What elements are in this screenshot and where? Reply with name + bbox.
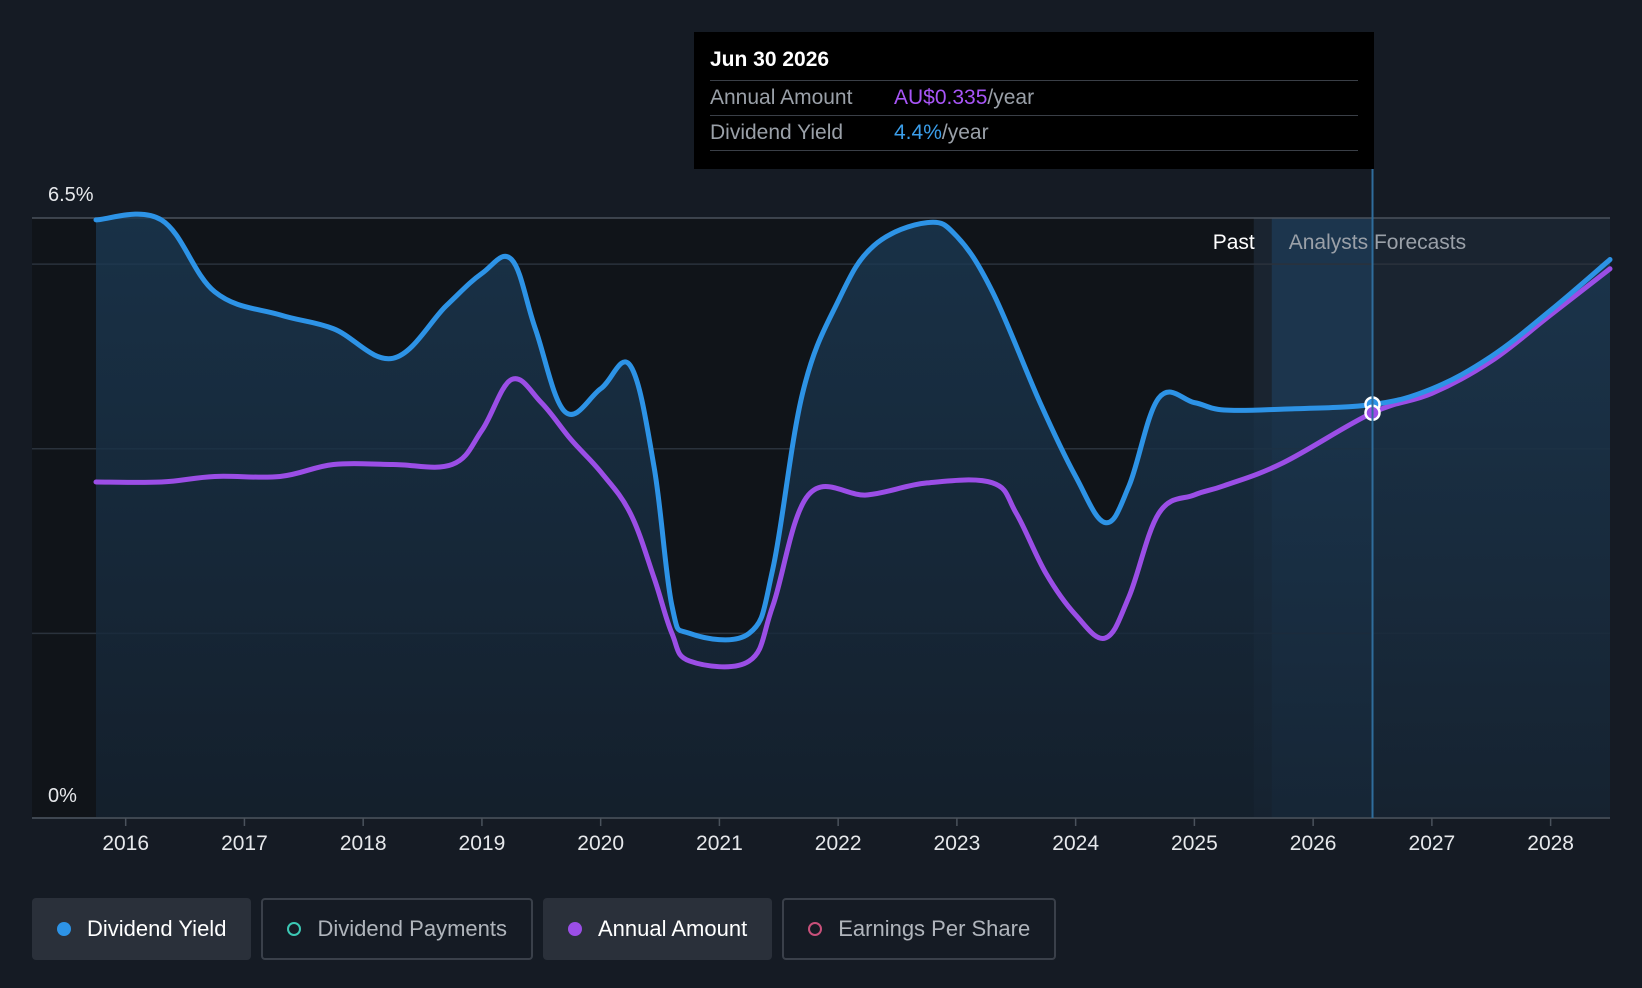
dividend-yield-line bbox=[93, 211, 1613, 643]
x-tick-label: 2028 bbox=[1527, 832, 1574, 855]
x-tick-label: 2017 bbox=[221, 832, 268, 855]
x-tick-label: 2023 bbox=[934, 832, 981, 855]
x-tick-label: 2020 bbox=[577, 832, 624, 855]
legend-label: Annual Amount bbox=[597, 916, 748, 941]
x-tick-label: 2022 bbox=[815, 832, 862, 855]
tooltip-date: Jun 30 2026 bbox=[710, 46, 1358, 81]
x-tick-label: 2027 bbox=[1409, 832, 1456, 855]
tooltip-unit: /year bbox=[987, 86, 1035, 109]
x-tick-label: 2025 bbox=[1171, 832, 1218, 855]
annual-amount-line bbox=[93, 266, 1613, 670]
dividend-yield-dot-icon bbox=[57, 922, 71, 936]
y-axis-bottom-label: 0% bbox=[48, 785, 77, 807]
legend-earnings-per-share[interactable]: Earnings Per Share bbox=[782, 898, 1057, 960]
legend-dividend-yield[interactable]: Dividend Yield bbox=[32, 898, 252, 960]
tooltip-label: Dividend Yield bbox=[710, 121, 844, 144]
x-tick-label: 2024 bbox=[1052, 832, 1099, 855]
analysts-forecasts-label: Analysts Forecasts bbox=[1289, 231, 1466, 254]
legend: Dividend Yield Dividend Payments Annual … bbox=[32, 898, 1057, 960]
legend-annual-amount[interactable]: Annual Amount bbox=[542, 898, 773, 960]
y-axis-top-label: 6.5% bbox=[48, 184, 94, 206]
tooltip-row-dividend-yield: Dividend Yield 4.4% /year bbox=[710, 116, 1358, 151]
tooltip-unit: /year bbox=[941, 121, 989, 144]
legend-label: Earnings Per Share bbox=[838, 916, 1031, 941]
x-tick-label: 2018 bbox=[340, 832, 387, 855]
legend-label: Dividend Yield bbox=[87, 916, 227, 941]
past-label: Past bbox=[1213, 231, 1255, 254]
legend-label: Dividend Payments bbox=[317, 916, 507, 941]
tooltip-label: Annual Amount bbox=[710, 86, 853, 109]
legend-dividend-payments[interactable]: Dividend Payments bbox=[261, 898, 533, 960]
dividend-yield-area bbox=[96, 214, 1610, 818]
tooltip-row-annual-amount: Annual Amount AU$0.335 /year bbox=[710, 81, 1358, 116]
tooltip: Jun 30 2026 Annual Amount AU$0.335 /year… bbox=[694, 32, 1374, 169]
annual-amount-dot-icon bbox=[567, 922, 582, 936]
x-tick-label: 2019 bbox=[459, 832, 506, 855]
x-tick-label: 2026 bbox=[1290, 832, 1337, 855]
x-tick-label: 2016 bbox=[102, 832, 149, 855]
tooltip-value: AU$0.335 bbox=[894, 86, 988, 109]
dividend-payments-ring-icon bbox=[287, 922, 302, 936]
tooltip-value: 4.4% bbox=[894, 121, 942, 144]
x-tick-label: 2021 bbox=[696, 832, 743, 855]
earnings-per-share-ring-icon bbox=[808, 922, 823, 936]
